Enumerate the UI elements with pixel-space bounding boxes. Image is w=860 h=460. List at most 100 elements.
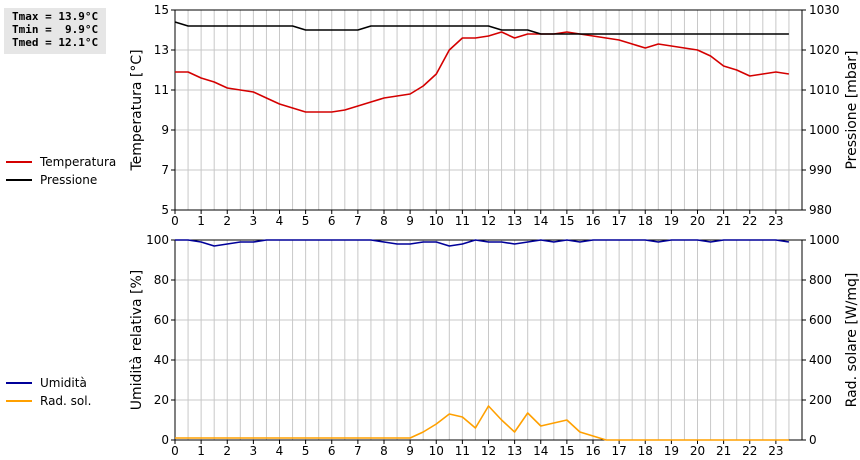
x-tick-label: 15 <box>559 444 574 458</box>
y-tick-label: 5 <box>161 203 169 217</box>
x-tick-label: 17 <box>611 214 626 228</box>
y2-tick-label: 200 <box>809 393 832 407</box>
series-line-rad-sol <box>175 405 789 441</box>
y2-tick-label: 1000 <box>809 123 840 137</box>
x-tick-label: 18 <box>638 214 653 228</box>
x-tick-label: 8 <box>380 214 388 228</box>
chart-panel-bottom: 0 1 2 3 4 5 6 7 8 9 10 11 12 13 14 15 16 17 18 19 20 21 22 2302… <box>129 233 860 458</box>
y2-tick-label: 1000 <box>809 233 840 247</box>
y-axis-title: Umidità relativa [%] <box>129 270 145 411</box>
legend-label-temperature: Temperatura <box>40 155 117 169</box>
x-tick-label: 17 <box>611 444 626 458</box>
legend-swatch-solar <box>6 400 32 402</box>
legend-item-solar: Rad. sol. <box>6 392 91 410</box>
x-tick-label: 11 <box>455 444 470 458</box>
x-tick-label: 13 <box>507 214 522 228</box>
chart-panel-top: 0 1 2 3 4 5 6 7 8 9 10 11 12 13 14 15 16 17 18 19 20 21 22 2357… <box>129 3 860 228</box>
x-tick-label: 0 <box>171 214 179 228</box>
series-line-umidit <box>175 239 790 247</box>
legend-swatch-temperature <box>6 161 32 163</box>
x-tick-label: 10 <box>429 214 444 228</box>
legend-item-pressure: Pressione <box>6 171 116 189</box>
y-tick-label: 0 <box>161 433 169 447</box>
legend-label-humidity: Umidità <box>40 376 87 390</box>
y2-tick-label: 980 <box>809 203 832 217</box>
y-tick-label: 7 <box>161 163 169 177</box>
x-tick-label: 10 <box>429 444 444 458</box>
x-tick-label: 18 <box>638 444 653 458</box>
x-tick-label: 22 <box>742 444 757 458</box>
y2-axis-title: Pressione [mbar] <box>844 50 860 169</box>
legend-bottom: Umidità Rad. sol. <box>6 374 91 410</box>
y-tick-label: 60 <box>154 313 169 327</box>
legend-label-pressure: Pressione <box>40 173 98 187</box>
legend-top: Temperatura Pressione <box>6 153 116 189</box>
legend-label-solar: Rad. sol. <box>40 394 92 408</box>
y-axis-title: Temperatura [°C] <box>129 49 145 171</box>
y-tick-label: 100 <box>146 233 169 247</box>
x-tick-label: 13 <box>507 444 522 458</box>
y2-tick-label: 600 <box>809 313 832 327</box>
series-line-pressione <box>174 21 789 35</box>
x-tick-label: 9 <box>406 444 414 458</box>
tmax-readout: Tmax = 13.9°C <box>12 10 99 23</box>
x-tick-label: 4 <box>276 214 284 228</box>
y-tick-label: 40 <box>154 353 169 367</box>
y2-axis-title: Rad. solare [W/mq] <box>844 273 860 408</box>
x-tick-label: 6 <box>328 444 336 458</box>
x-tick-label: 0 <box>171 444 179 458</box>
x-tick-label: 8 <box>380 444 388 458</box>
x-tick-label: 9 <box>406 214 414 228</box>
x-tick-label: 1 <box>197 444 205 458</box>
x-tick-label: 16 <box>585 444 600 458</box>
y2-tick-label: 400 <box>809 353 832 367</box>
tmed-readout: Tmed = 12.1°C <box>12 36 99 49</box>
x-tick-label: 3 <box>250 444 258 458</box>
legend-item-humidity: Umidità <box>6 374 91 392</box>
y-tick-label: 20 <box>154 393 169 407</box>
x-tick-label: 15 <box>559 214 574 228</box>
x-tick-label: 19 <box>664 444 679 458</box>
y2-tick-label: 1020 <box>809 43 840 57</box>
legend-swatch-humidity <box>6 382 32 384</box>
x-tick-label: 22 <box>742 214 757 228</box>
y2-tick-label: 0 <box>809 433 817 447</box>
x-tick-label: 21 <box>716 214 731 228</box>
y-tick-label: 13 <box>154 43 169 57</box>
tmin-readout: Tmin = 9.9°C <box>12 23 99 36</box>
x-tick-label: 20 <box>690 214 705 228</box>
x-tick-label: 12 <box>481 444 496 458</box>
x-tick-label: 23 <box>768 444 783 458</box>
x-tick-label: 5 <box>302 214 310 228</box>
y2-tick-label: 990 <box>809 163 832 177</box>
x-tick-label: 2 <box>223 214 231 228</box>
legend-item-temperature: Temperatura <box>6 153 116 171</box>
x-tick-label: 20 <box>690 444 705 458</box>
x-tick-label: 23 <box>768 214 783 228</box>
x-tick-label: 5 <box>302 444 310 458</box>
y-tick-label: 11 <box>154 83 169 97</box>
x-tick-label: 3 <box>250 214 258 228</box>
x-tick-label: 12 <box>481 214 496 228</box>
x-tick-label: 21 <box>716 444 731 458</box>
x-tick-label: 14 <box>533 444 548 458</box>
y2-tick-label: 1010 <box>809 83 840 97</box>
x-tick-label: 6 <box>328 214 336 228</box>
y2-tick-label: 1030 <box>809 3 840 17</box>
y-tick-label: 9 <box>161 123 169 137</box>
x-tick-label: 2 <box>223 444 231 458</box>
x-tick-label: 7 <box>354 444 362 458</box>
x-tick-label: 19 <box>664 214 679 228</box>
x-tick-label: 16 <box>585 214 600 228</box>
x-tick-label: 1 <box>197 214 205 228</box>
temperature-stats-box: Tmax = 13.9°C Tmin = 9.9°C Tmed = 12.1°C <box>4 8 106 54</box>
y2-tick-label: 800 <box>809 273 832 287</box>
y-tick-label: 15 <box>154 3 169 17</box>
x-tick-label: 11 <box>455 214 470 228</box>
x-tick-label: 4 <box>276 444 284 458</box>
x-tick-label: 7 <box>354 214 362 228</box>
x-tick-label: 14 <box>533 214 548 228</box>
y-tick-label: 80 <box>154 273 169 287</box>
legend-swatch-pressure <box>6 179 32 181</box>
